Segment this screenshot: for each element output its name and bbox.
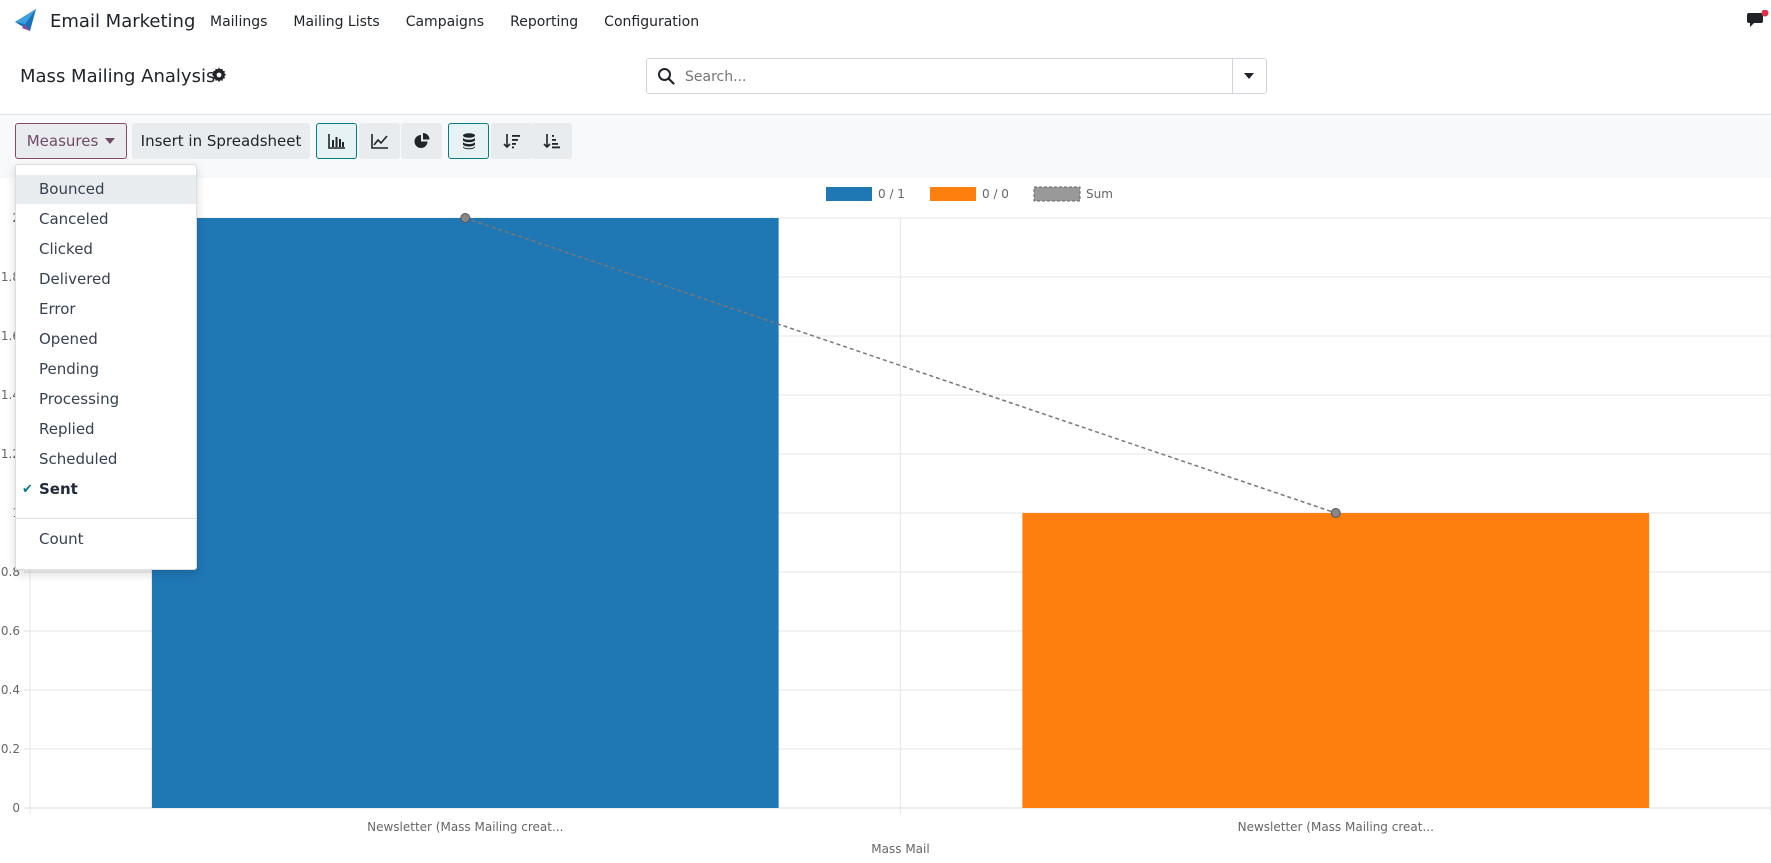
chat-icon[interactable] xyxy=(1747,10,1769,30)
sort-descending-button[interactable] xyxy=(491,123,532,159)
measure-option-processing[interactable]: Processing xyxy=(16,385,196,414)
measure-option-bounced[interactable]: Bounced xyxy=(16,175,196,204)
app-title[interactable]: Email Marketing xyxy=(50,11,196,32)
legend-label: 0 / 0 xyxy=(982,187,1009,201)
y-tick-label: 0.2 xyxy=(1,742,20,756)
menu-mailing-lists[interactable]: Mailing Lists xyxy=(293,14,380,30)
legend-swatch xyxy=(1033,186,1081,202)
search-bar xyxy=(646,58,1267,94)
stacked-toggle-button[interactable] xyxy=(448,123,489,159)
graph-view: 00.20.40.60.811.21.41.61.82Newsletter (M… xyxy=(0,178,1771,863)
measures-dropdown: Bounced Canceled Clicked Delivered Error Open… xyxy=(15,164,197,570)
measure-option-label: Clicked xyxy=(39,240,93,258)
line-chart-button[interactable] xyxy=(359,123,400,159)
page-title: Mass Mailing Analysis xyxy=(20,66,216,87)
measures-button[interactable]: Measures xyxy=(15,123,127,159)
measure-option-delivered[interactable]: Delivered xyxy=(16,265,196,294)
measure-option-label: Bounced xyxy=(39,180,105,198)
bar-chart: 00.20.40.60.811.21.41.61.82Newsletter (M… xyxy=(1,186,1771,856)
y-tick-label: 0.4 xyxy=(1,683,20,697)
main-menu: Mailings Mailing Lists Campaigns Reporti… xyxy=(210,14,725,30)
measure-option-count[interactable]: Count xyxy=(39,530,84,548)
search-icon xyxy=(658,68,675,85)
measure-option-replied[interactable]: Replied xyxy=(16,415,196,444)
menu-configuration[interactable]: Configuration xyxy=(604,14,700,30)
menu-reporting[interactable]: Reporting xyxy=(510,14,579,30)
measure-option-scheduled[interactable]: Scheduled xyxy=(16,445,196,474)
legend-swatch xyxy=(930,187,976,201)
search-input[interactable] xyxy=(683,61,1217,93)
sort-descending-icon xyxy=(502,134,520,149)
bar-00 xyxy=(1022,513,1650,808)
measure-option-pending[interactable]: Pending xyxy=(16,355,196,384)
control-panel: Mass Mailing Analysis xyxy=(0,42,1771,115)
measure-option-error[interactable]: Error xyxy=(16,295,196,324)
measure-option-label: Replied xyxy=(39,420,95,438)
measures-label: Measures xyxy=(26,132,99,150)
email-marketing-logo-icon[interactable] xyxy=(13,8,37,32)
pie-chart-button[interactable] xyxy=(401,123,442,159)
bar-chart-button[interactable] xyxy=(316,123,357,159)
dropdown-divider xyxy=(16,518,196,519)
measure-option-label: Delivered xyxy=(39,270,111,288)
sum-line xyxy=(465,217,1336,514)
x-axis-label: Mass Mail xyxy=(871,842,929,856)
measure-option-clicked[interactable]: Clicked xyxy=(16,235,196,264)
measure-option-label: Opened xyxy=(39,330,98,348)
measure-option-sent[interactable]: ✔ Sent xyxy=(16,475,196,504)
top-navbar: Email Marketing Mailings Mailing Lists C… xyxy=(0,0,1771,42)
sort-ascending-button[interactable] xyxy=(531,123,572,159)
bar-01 xyxy=(151,218,779,808)
menu-mailings[interactable]: Mailings xyxy=(210,14,268,30)
sum-point xyxy=(1330,508,1341,518)
insert-spreadsheet-button[interactable]: Insert in Spreadsheet xyxy=(132,123,310,159)
x-tick-label: Newsletter (Mass Mailing creat... xyxy=(1238,820,1434,834)
measure-option-label: Pending xyxy=(39,360,99,378)
measure-option-label: Canceled xyxy=(39,210,109,228)
measure-option-opened[interactable]: Opened xyxy=(16,325,196,354)
caret-down-icon xyxy=(105,138,116,144)
measure-option-label: Sent xyxy=(39,480,78,498)
bar-chart-icon xyxy=(327,134,345,149)
x-tick-label: Newsletter (Mass Mailing creat... xyxy=(367,820,563,834)
sum-point xyxy=(460,213,471,223)
line-chart-icon xyxy=(370,134,388,149)
gear-icon[interactable] xyxy=(211,67,227,83)
search-options-toggle[interactable] xyxy=(1232,59,1266,93)
legend-swatch xyxy=(826,187,872,201)
pie-chart-icon xyxy=(414,133,429,148)
legend-label: 0 / 1 xyxy=(878,187,905,201)
measure-option-label: Processing xyxy=(39,390,120,408)
menu-campaigns[interactable]: Campaigns xyxy=(405,14,485,30)
measure-option-label: Error xyxy=(39,300,76,318)
y-tick-label: 0.6 xyxy=(1,624,20,638)
y-tick-label: 0 xyxy=(12,801,20,815)
legend-label: Sum xyxy=(1086,187,1113,201)
check-icon: ✔ xyxy=(22,482,33,497)
database-stack-icon xyxy=(462,133,475,150)
measure-option-canceled[interactable]: Canceled xyxy=(16,205,196,234)
measure-option-label: Scheduled xyxy=(39,450,118,468)
sort-ascending-icon xyxy=(542,134,560,149)
graph-toolbar: Measures Insert in Spreadsheet xyxy=(0,115,1771,178)
